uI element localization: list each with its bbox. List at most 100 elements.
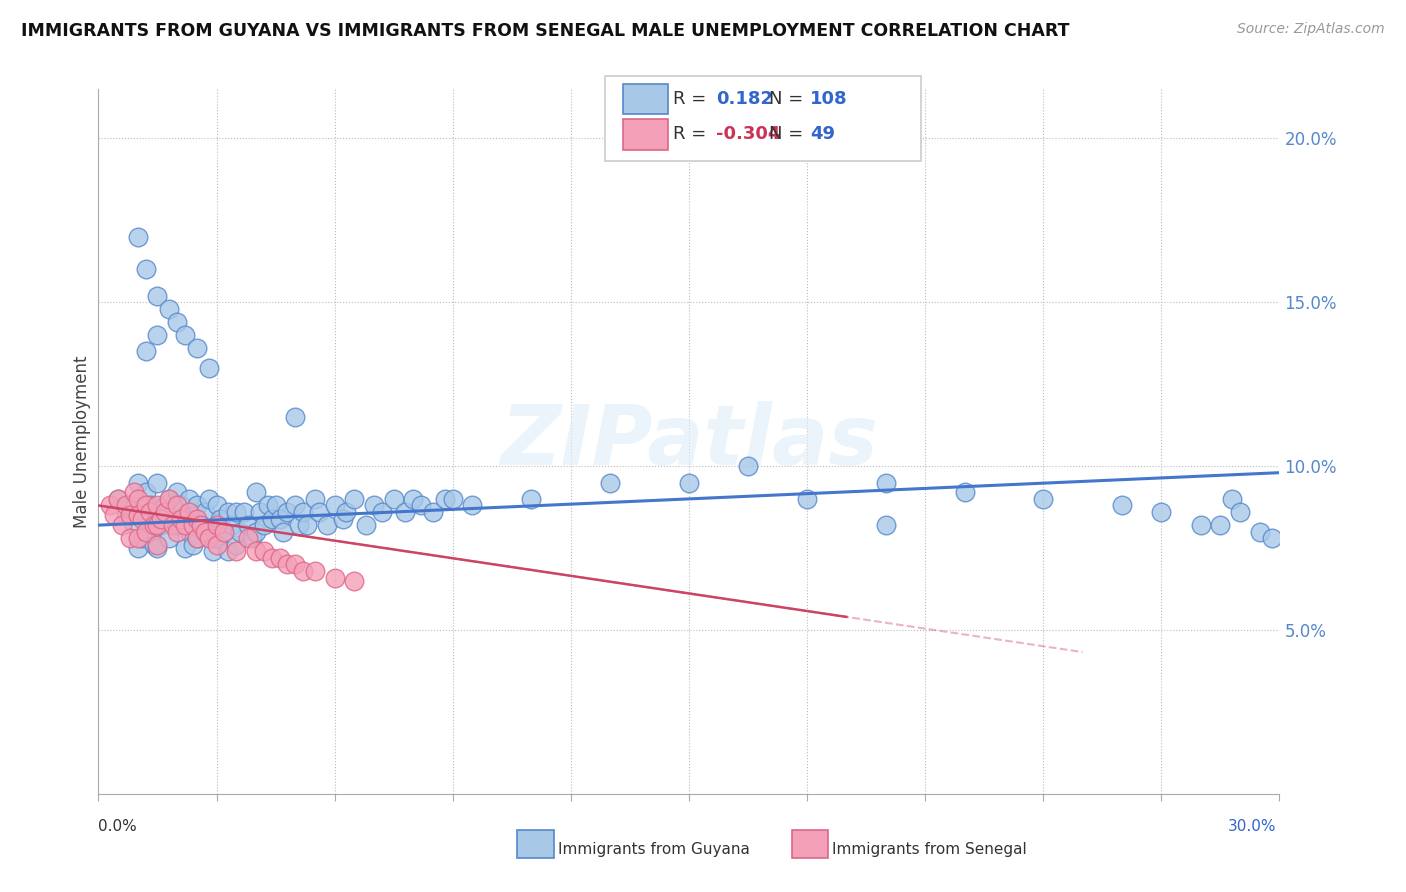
Point (186, 531, 208, 545)
Point (186, 341, 208, 355)
Text: IMMIGRANTS FROM GUYANA VS IMMIGRANTS FROM SENEGAL MALE UNEMPLOYMENT CORRELATION : IMMIGRANTS FROM GUYANA VS IMMIGRANTS FRO… (21, 22, 1070, 40)
Point (461, 499, 484, 513)
Point (1249, 524, 1271, 539)
Point (335, 505, 357, 519)
Point (197, 360, 219, 375)
Point (118, 499, 141, 513)
Point (107, 491, 129, 506)
Point (197, 531, 219, 545)
Point (122, 518, 145, 533)
Point (411, 499, 433, 513)
Point (264, 499, 287, 513)
Point (225, 538, 247, 552)
Point (953, 485, 976, 500)
Point (197, 531, 219, 545)
Point (146, 518, 169, 533)
Point (115, 508, 138, 523)
Point (276, 558, 298, 572)
Point (135, 499, 157, 513)
Point (155, 505, 177, 519)
Point (225, 544, 247, 558)
Point (197, 491, 219, 506)
Point (155, 499, 177, 513)
Point (194, 524, 217, 539)
Point (142, 518, 165, 533)
Point (875, 475, 897, 490)
Point (166, 524, 188, 539)
Point (323, 570, 346, 584)
Point (201, 544, 224, 558)
Point (315, 518, 337, 533)
Point (332, 511, 354, 525)
Y-axis label: Male Unemployment: Male Unemployment (73, 355, 91, 528)
Point (138, 499, 160, 513)
Point (157, 491, 180, 506)
Point (135, 485, 157, 500)
Point (245, 524, 267, 539)
Point (269, 511, 291, 525)
Point (127, 491, 149, 506)
Point (214, 524, 236, 539)
Point (1032, 491, 1054, 506)
Point (205, 499, 228, 513)
Point (354, 518, 377, 533)
Point (304, 564, 326, 578)
Point (157, 531, 180, 545)
Point (150, 518, 173, 533)
Point (166, 485, 188, 500)
Point (177, 491, 200, 506)
Point (343, 491, 366, 506)
Point (253, 544, 276, 558)
Point (269, 550, 291, 565)
Point (146, 328, 169, 343)
Point (520, 491, 543, 506)
Point (131, 531, 153, 545)
Point (229, 524, 252, 539)
Point (363, 499, 385, 513)
Point (402, 491, 425, 506)
Point (146, 499, 169, 513)
Point (111, 518, 134, 533)
Point (127, 541, 149, 555)
Text: 49: 49 (810, 126, 835, 144)
Point (256, 499, 278, 513)
Point (284, 499, 307, 513)
Point (295, 518, 318, 533)
Point (422, 505, 444, 519)
Point (174, 518, 197, 533)
Point (177, 505, 200, 519)
Point (166, 518, 188, 533)
Point (276, 505, 298, 519)
Point (236, 518, 259, 533)
Point (233, 505, 256, 519)
Point (273, 524, 295, 539)
Point (174, 328, 197, 343)
Point (174, 508, 197, 523)
Point (146, 541, 169, 555)
Point (382, 491, 405, 506)
Point (323, 499, 346, 513)
Point (170, 511, 193, 525)
Point (186, 499, 208, 513)
Point (127, 531, 149, 545)
Point (190, 518, 212, 533)
Point (135, 524, 157, 539)
Text: Source: ZipAtlas.com: Source: ZipAtlas.com (1237, 22, 1385, 37)
Point (157, 491, 180, 506)
Point (1150, 505, 1173, 519)
Point (737, 459, 759, 474)
Text: R =: R = (673, 90, 707, 108)
Point (284, 558, 307, 572)
Point (236, 531, 259, 545)
Point (1111, 499, 1133, 513)
Point (1260, 531, 1282, 545)
Point (135, 344, 157, 359)
Point (103, 508, 125, 523)
Point (174, 541, 197, 555)
Point (138, 505, 160, 519)
Point (253, 518, 276, 533)
Point (127, 229, 149, 244)
Text: R =: R = (673, 126, 707, 144)
Point (127, 508, 149, 523)
Point (146, 475, 169, 490)
